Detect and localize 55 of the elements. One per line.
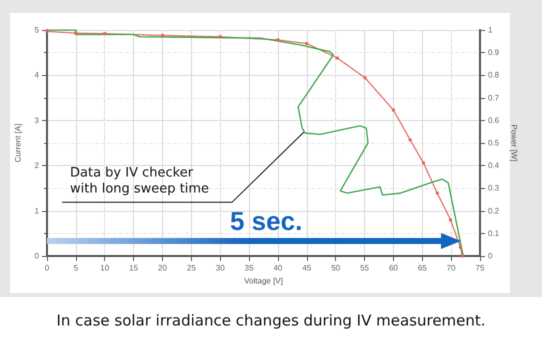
y2-tick-label: 0.9	[488, 48, 500, 58]
x-tick-label: 65	[418, 264, 428, 272]
point	[218, 35, 222, 38]
x-tick-label: 15	[129, 264, 139, 272]
point	[422, 161, 425, 164]
x-tick-label: 0	[44, 264, 50, 272]
y2-tick-label: 0.2	[488, 206, 500, 216]
y2-tick-label: 0.7	[488, 93, 500, 102]
x-tick-label: 60	[388, 264, 398, 272]
point	[305, 42, 308, 46]
x-tick-label: 70	[446, 264, 456, 272]
x-tick-label: 25	[186, 264, 196, 272]
x-tick-label: 75	[476, 264, 485, 272]
y-axis-title: Current [A]	[14, 124, 22, 162]
y2-tick-label: 0	[488, 252, 493, 260]
x-tick-label: 45	[302, 264, 312, 272]
point	[74, 32, 78, 35]
y2-tick-label: 0.1	[488, 228, 500, 238]
x-axis-title: Voltage [V]	[244, 276, 283, 286]
y2-tick-label: 1	[488, 26, 493, 34]
y2-tick-label: 0.6	[488, 116, 500, 125]
x-tick-label: 50	[331, 264, 341, 272]
y2-tick-label: 0.3	[488, 184, 500, 193]
y-tick-label: 4	[34, 70, 40, 80]
x-tick-label: 40	[273, 264, 283, 272]
point	[103, 32, 106, 36]
point	[336, 56, 339, 60]
y-tick-label: 1	[34, 206, 40, 216]
x-tick-label: 35	[244, 264, 254, 272]
y-tick-label: 0	[34, 252, 40, 260]
y2-tick-label: 0.5	[488, 138, 500, 148]
point	[408, 138, 412, 142]
point	[46, 30, 48, 33]
y2-axis-title: Power [W]	[510, 124, 519, 162]
x-tick-label: 20	[158, 264, 168, 272]
y-tick-label: 3	[34, 116, 40, 125]
x-tick-label: 30	[216, 264, 226, 272]
y-tick-label: 5	[34, 26, 40, 34]
y-tick-label: 2	[34, 161, 40, 170]
point	[436, 192, 439, 195]
x-tick-label: 10	[100, 264, 110, 272]
y2-tick-label: 0.4	[488, 161, 500, 170]
x-tick-label: 55	[360, 264, 370, 272]
point	[364, 76, 367, 80]
annotation: Data by IV checker with long sweep time	[70, 166, 210, 196]
point	[392, 108, 395, 112]
point	[160, 34, 164, 37]
annotation: 5 sec.	[230, 206, 302, 236]
y2-tick-label: 0.8	[488, 70, 500, 80]
point	[276, 38, 280, 42]
point	[458, 245, 462, 248]
text: In case solar irradiance changes during IV measurement.	[56, 312, 486, 330]
x-tick-label: 5	[74, 264, 79, 272]
point	[460, 254, 464, 258]
point	[449, 218, 452, 222]
